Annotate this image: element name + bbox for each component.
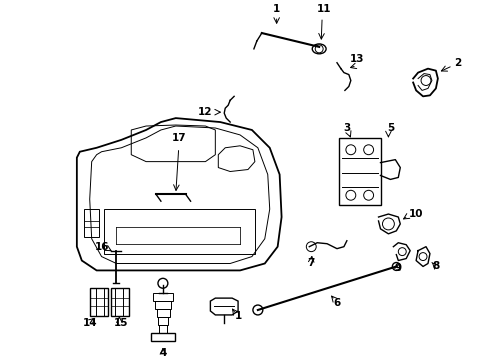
Text: 11: 11 <box>317 4 331 14</box>
Text: 1: 1 <box>273 4 280 14</box>
Text: 15: 15 <box>114 318 128 328</box>
Text: 3: 3 <box>343 123 350 133</box>
Text: 16: 16 <box>95 242 109 252</box>
Text: 12: 12 <box>198 107 213 117</box>
Text: 13: 13 <box>349 54 364 64</box>
Text: 1: 1 <box>234 311 242 321</box>
Text: 5: 5 <box>387 123 394 133</box>
Text: 10: 10 <box>409 209 423 219</box>
Text: 8: 8 <box>432 261 440 271</box>
Text: 2: 2 <box>454 58 461 68</box>
Text: 17: 17 <box>172 133 186 143</box>
Text: 6: 6 <box>333 298 341 308</box>
Text: 7: 7 <box>308 258 315 269</box>
Text: 4: 4 <box>159 347 167 357</box>
Text: 14: 14 <box>82 318 97 328</box>
Text: 9: 9 <box>395 264 402 274</box>
